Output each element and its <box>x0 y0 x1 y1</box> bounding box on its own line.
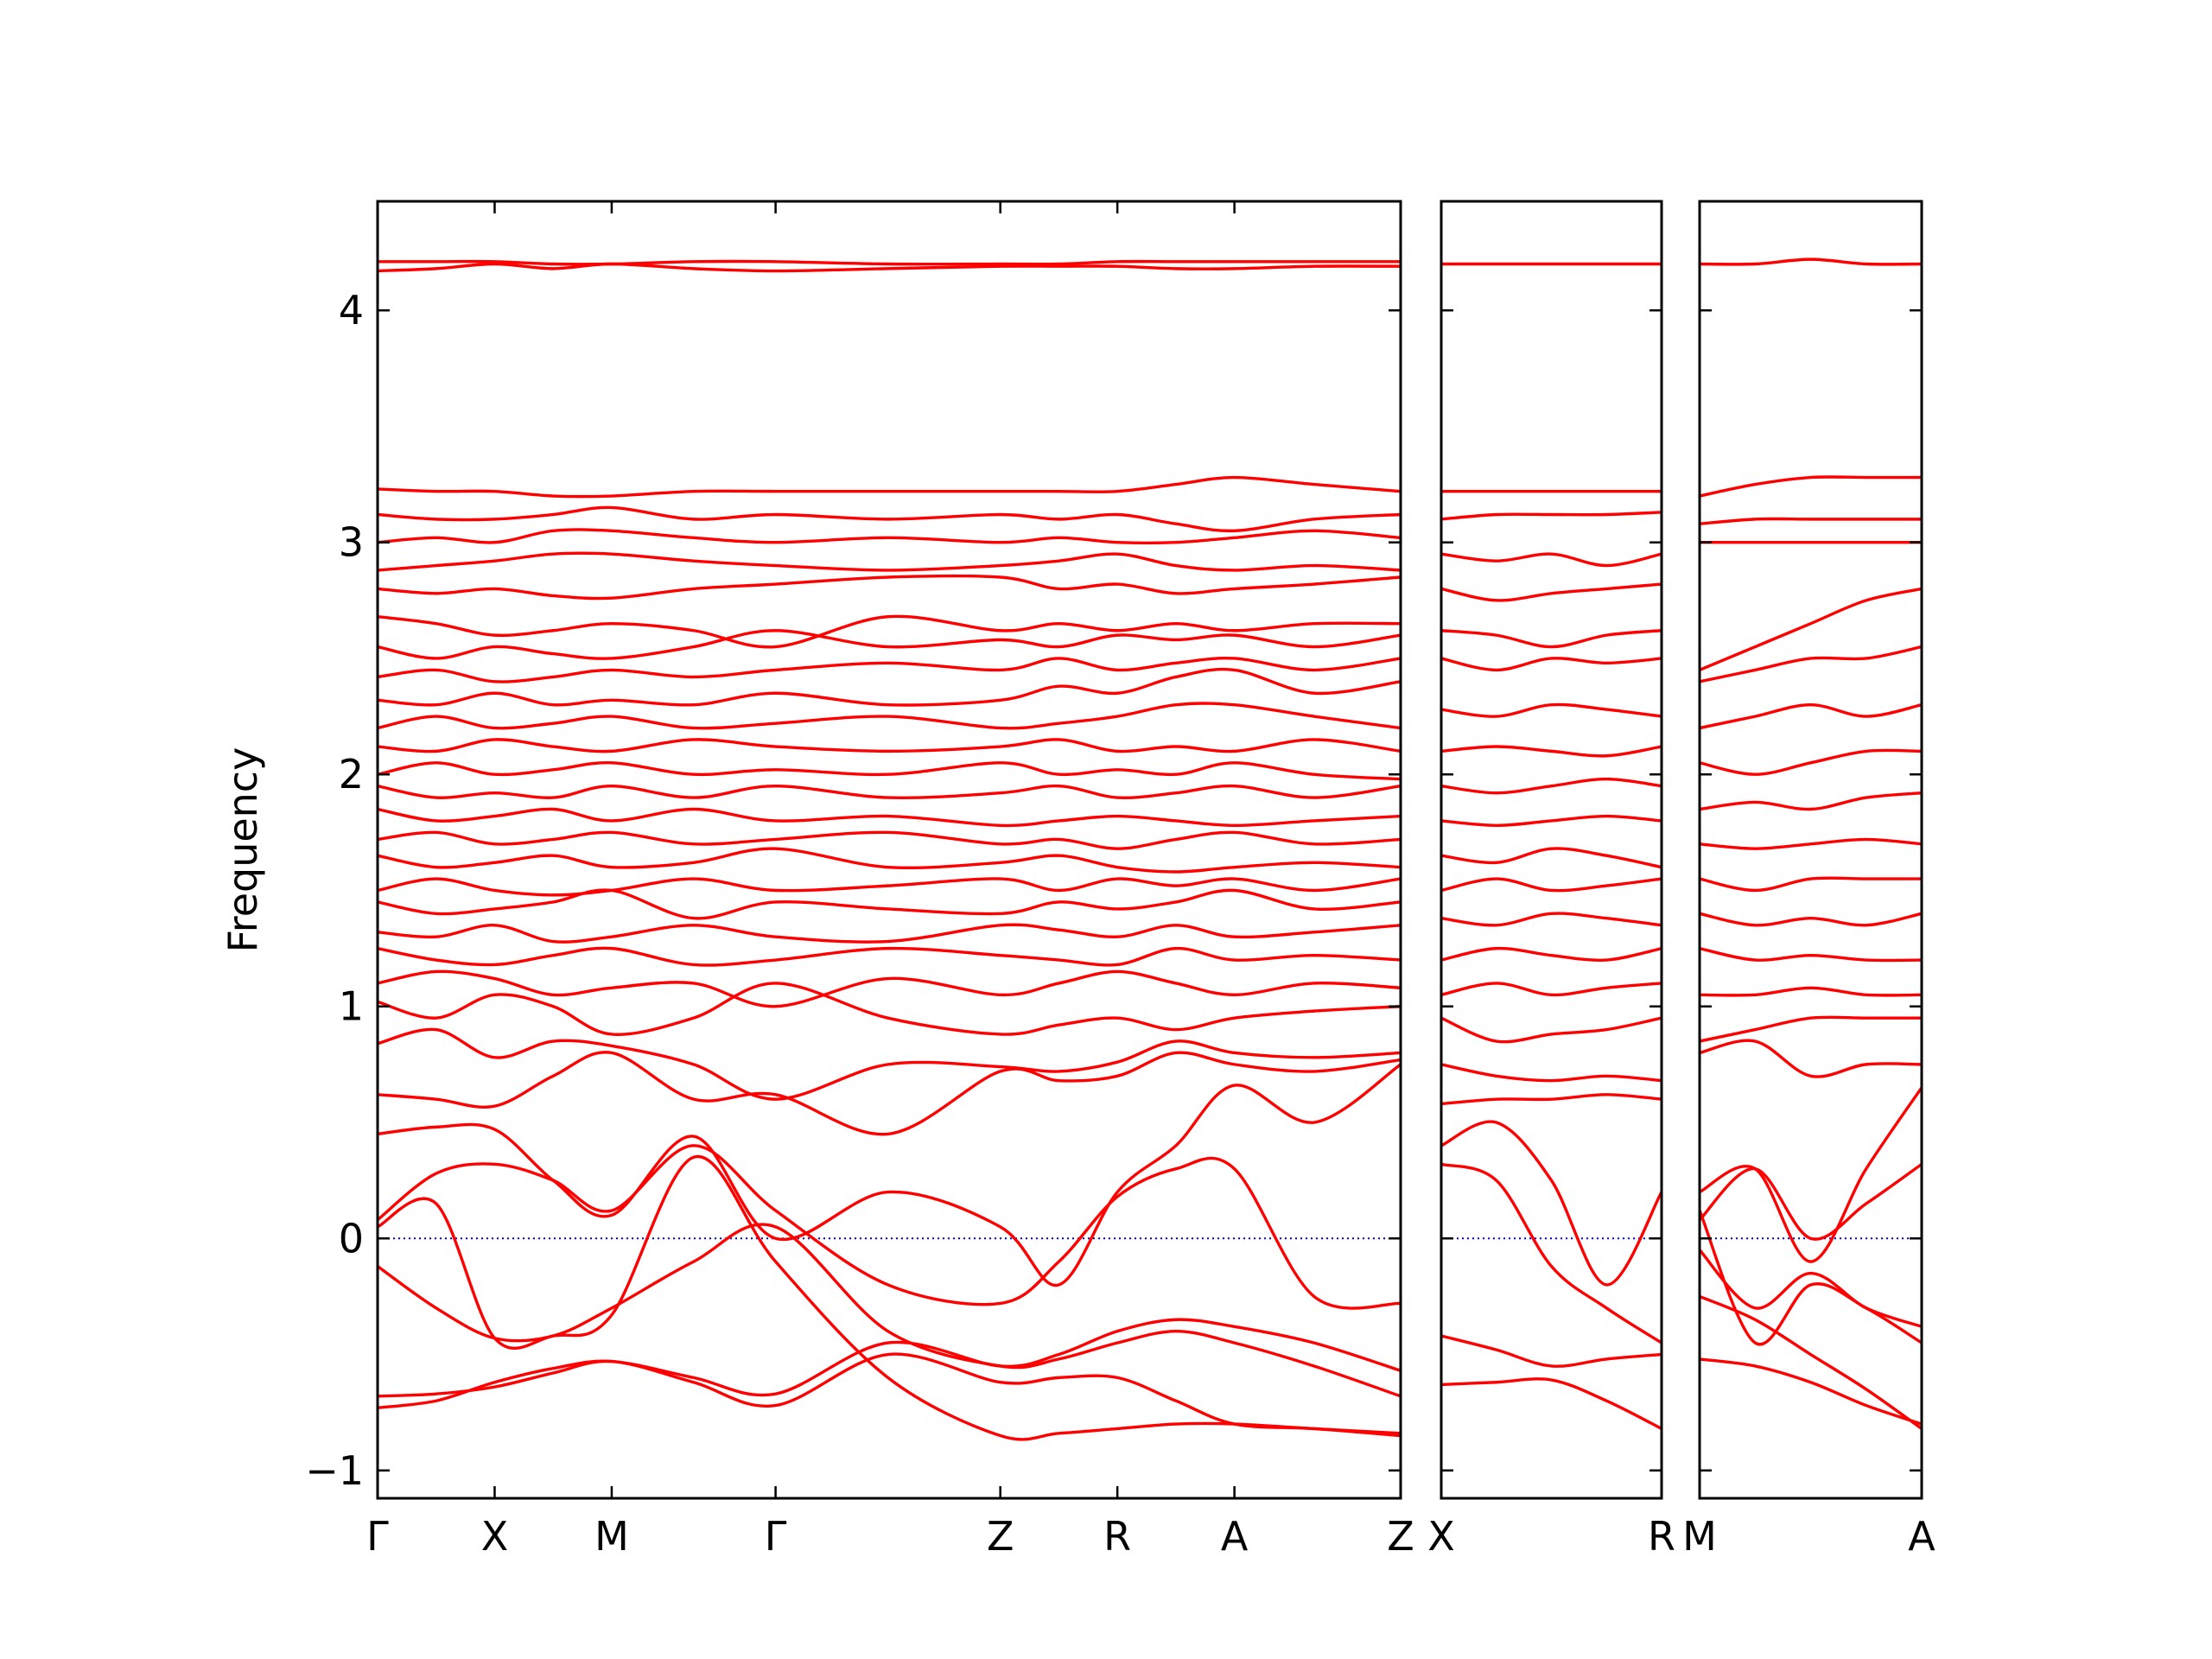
band-line <box>1441 702 1662 718</box>
x-tick-label: X <box>1427 1513 1455 1560</box>
band-line <box>1441 582 1662 602</box>
plot-area <box>1441 262 1662 1430</box>
band-line <box>1441 1063 1662 1083</box>
band-line <box>1441 1334 1662 1368</box>
x-tick-label: Γ <box>366 1513 389 1560</box>
band-line <box>1700 517 1922 525</box>
band-line <box>1700 587 1922 671</box>
band-line <box>378 1352 1401 1438</box>
band-line <box>378 629 1401 660</box>
y-tick-label: 4 <box>339 287 364 334</box>
band-line <box>1700 986 1922 997</box>
band-line <box>1700 1015 1922 1043</box>
band-line <box>1441 657 1662 672</box>
band-line <box>1441 946 1662 962</box>
band-line <box>378 923 1401 944</box>
band-line <box>1441 1016 1662 1044</box>
band-line <box>1700 1357 1922 1426</box>
x-tick-label: R <box>1103 1513 1131 1560</box>
x-tick-label: A <box>1221 1513 1249 1560</box>
band-line <box>1441 847 1662 869</box>
band-line <box>378 574 1401 601</box>
band-line <box>378 807 1401 828</box>
band-line <box>378 877 1401 897</box>
band-line <box>1441 552 1662 568</box>
band-line <box>1441 511 1662 521</box>
y-tick-label: 1 <box>339 983 364 1030</box>
plot-area <box>1700 257 1922 1430</box>
band-line <box>378 1154 1401 1441</box>
x-tick-label: M <box>1682 1513 1717 1560</box>
band-line <box>378 946 1401 967</box>
y-tick-label: 2 <box>339 751 364 798</box>
band-line <box>1441 912 1662 927</box>
x-tick-label: Γ <box>765 1513 787 1560</box>
band-line <box>1700 876 1922 893</box>
band-line <box>378 784 1401 800</box>
plot-frame <box>1440 200 1663 1500</box>
band-line <box>378 1318 1401 1409</box>
band-line <box>1441 982 1662 997</box>
x-tick-label: A <box>1908 1513 1936 1560</box>
band-line <box>378 1144 1401 1310</box>
band-line <box>378 969 1401 1008</box>
plot-frame <box>1698 200 1923 1500</box>
band-line <box>378 262 1401 273</box>
band-line <box>378 847 1401 874</box>
band-line <box>378 505 1401 533</box>
band-line <box>1441 1120 1662 1287</box>
band-line <box>378 551 1401 572</box>
band-line <box>378 1027 1401 1101</box>
band-line <box>378 657 1401 683</box>
band-line <box>1700 837 1922 850</box>
band-line <box>378 1223 1401 1398</box>
band-line <box>378 1063 1401 1287</box>
band-line <box>1441 1162 1662 1344</box>
band-line <box>1700 1210 1922 1346</box>
band-line <box>1700 1249 1922 1328</box>
x-tick-label: Z <box>1387 1513 1414 1560</box>
band-line <box>1441 1377 1662 1430</box>
x-tick-label: M <box>594 1513 629 1560</box>
band-line <box>1700 1162 1922 1241</box>
band-line <box>378 888 1401 920</box>
band-line <box>1700 1039 1922 1078</box>
band-line <box>378 830 1401 850</box>
band-line <box>1700 475 1922 498</box>
band-line <box>378 614 1401 649</box>
band-line <box>1441 877 1662 893</box>
band-line <box>1441 1093 1662 1106</box>
band-line <box>1700 912 1922 927</box>
band-line <box>1441 814 1662 828</box>
band-line <box>378 667 1401 707</box>
band-line <box>1700 1086 1922 1263</box>
y-tick-label: 0 <box>339 1215 364 1262</box>
x-tick-label: X <box>481 1513 509 1560</box>
band-line <box>1700 645 1922 683</box>
band-line <box>378 528 1401 545</box>
y-tick-label: 3 <box>339 519 364 566</box>
band-line <box>378 475 1401 499</box>
band-line <box>1700 257 1922 266</box>
band-line <box>1441 745 1662 758</box>
band-line <box>378 259 1401 266</box>
band-line <box>378 761 1401 781</box>
band-line <box>1700 748 1922 776</box>
band-line <box>1441 777 1662 795</box>
x-tick-label: R <box>1648 1513 1675 1560</box>
band-line <box>378 702 1401 730</box>
band-line <box>1700 946 1922 963</box>
band-line <box>378 1051 1401 1136</box>
y-tick-label: −1 <box>305 1447 364 1494</box>
band-line <box>1441 629 1662 649</box>
band-line <box>378 982 1401 1036</box>
plot-frame <box>376 200 1402 1500</box>
band-line <box>1700 702 1922 730</box>
band-line <box>378 738 1401 753</box>
plot-area <box>378 259 1401 1441</box>
band-line <box>1700 791 1922 811</box>
x-tick-label: Z <box>987 1513 1014 1560</box>
y-axis-label: Frequency <box>219 747 266 953</box>
